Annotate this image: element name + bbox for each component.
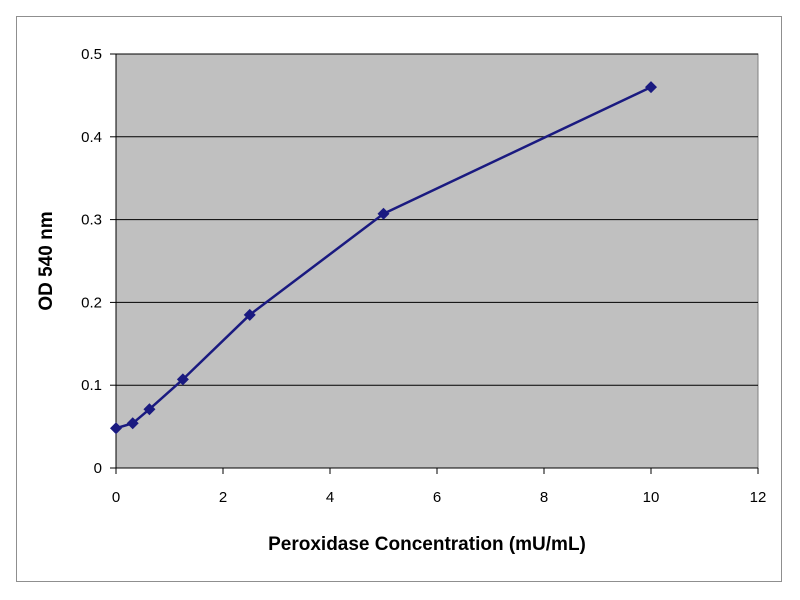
x-tick-label: 2 — [219, 489, 227, 506]
y-tick-label: 0.1 — [81, 377, 102, 394]
data-point-marker — [110, 422, 122, 435]
y-tick-label: 0.3 — [81, 212, 102, 229]
y-axis-title: OD 540 nm — [36, 211, 57, 310]
gridlines — [116, 53, 758, 386]
y-axis-ticks: 0 0.1 0.2 0.3 0.4 0.5 — [81, 46, 116, 477]
x-tick-label: 12 — [750, 489, 767, 506]
series-layer — [110, 81, 657, 435]
y-tick-label: 0.2 — [81, 294, 102, 311]
data-point-marker — [143, 403, 156, 416]
data-point-marker — [377, 207, 390, 220]
data-point-marker — [126, 417, 139, 430]
x-tick-label: 6 — [433, 489, 441, 506]
x-axis-ticks: 0 2 4 6 8 10 12 — [112, 468, 767, 506]
y-tick-label: 0.5 — [81, 46, 102, 63]
data-point-marker — [645, 81, 657, 94]
x-tick-label: 4 — [326, 489, 334, 506]
x-tick-label: 8 — [540, 489, 548, 506]
x-axis-title: Peroxidase Concentration (mU/mL) — [268, 534, 586, 555]
y-tick-label: 0.4 — [81, 129, 102, 146]
y-tick-label: 0 — [94, 460, 102, 477]
x-tick-label: 10 — [643, 489, 660, 506]
plot-area — [115, 53, 759, 469]
data-point-marker — [243, 308, 256, 321]
x-tick-label: 0 — [112, 489, 120, 506]
data-point-marker — [176, 373, 189, 386]
